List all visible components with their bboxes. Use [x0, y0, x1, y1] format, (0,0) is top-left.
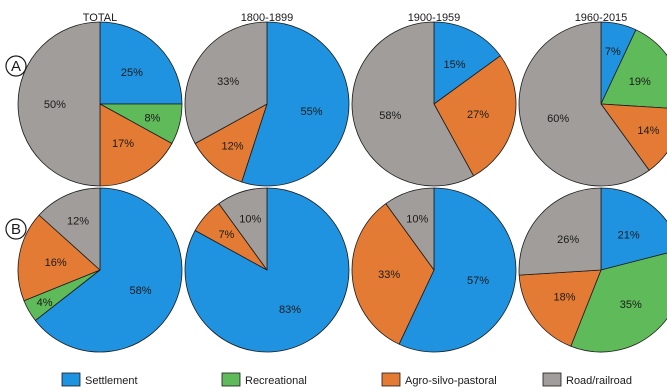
- slice-label-road-railroad: 60%: [547, 113, 569, 125]
- slice-settlement: [433, 21, 501, 105]
- row-label-a: A: [5, 55, 27, 77]
- pie-a-total: 25% 8% 17% 50%: [17, 21, 183, 187]
- slice-label-agro-silvo-pastoral: 16%: [45, 257, 67, 269]
- pie-b-1800-1899: 83% 7% 10%: [184, 187, 350, 353]
- slice-settlement: [99, 21, 183, 105]
- legend-label-settlement: Settlement: [85, 375, 138, 387]
- slice-label-settlement: 58%: [129, 285, 151, 297]
- slice-label-settlement: 55%: [300, 106, 322, 118]
- slice-label-road-railroad: 10%: [239, 214, 261, 226]
- slice-label-agro-silvo-pastoral: 7%: [218, 229, 234, 241]
- slice-label-settlement: 15%: [443, 59, 465, 71]
- slice-road-railroad: [218, 187, 268, 271]
- row-label-a-text: A: [11, 58, 21, 75]
- slice-agro-silvo-pastoral: [99, 103, 173, 187]
- row-label-b: B: [5, 218, 27, 240]
- slice-label-road-railroad: 10%: [406, 214, 428, 226]
- pies: 25% 8% 17% 50% 55% 12% 33% 15% 27% 58% 7% 19% 14% 60%…: [17, 21, 667, 353]
- column-title-1960-2015: 1960-2015: [575, 12, 628, 24]
- slice-recreational: [600, 29, 667, 109]
- slice-road-railroad: [184, 21, 268, 144]
- slice-label-agro-silvo-pastoral: 12%: [221, 141, 243, 153]
- slice-label-settlement: 25%: [121, 67, 143, 79]
- legend-label-road-railroad: Road/railroad: [566, 375, 632, 387]
- legend-swatch-settlement: [61, 372, 81, 387]
- slice-recreational: [570, 252, 667, 353]
- slice-label-recreational: 35%: [620, 299, 642, 311]
- slice-label-agro-silvo-pastoral: 27%: [467, 109, 489, 121]
- slice-agro-silvo-pastoral: [433, 55, 517, 177]
- slice-label-agro-silvo-pastoral: 17%: [112, 138, 134, 150]
- column-title-total: TOTAL: [83, 12, 117, 24]
- column-title-1800-1899: 1800-1899: [241, 12, 294, 24]
- slice-label-recreational: 19%: [629, 76, 651, 88]
- legend-label-agro-silvo-pastoral: Agro-silvo-pastoral: [405, 375, 497, 387]
- slice-settlement: [34, 187, 183, 353]
- pie-a-1960-2015: 7% 19% 14% 60%: [518, 21, 667, 187]
- slice-label-settlement: 83%: [279, 304, 301, 316]
- legend-swatch-agro-silvo-pastoral: [381, 372, 401, 387]
- legend-swatch-road-railroad: [542, 372, 562, 387]
- slice-settlement: [241, 21, 350, 187]
- slice-label-road-railroad: 26%: [557, 234, 579, 246]
- row-label-b-text: B: [11, 221, 21, 238]
- pie-b-1900-1959: 57% 33% 10%: [351, 187, 517, 353]
- slice-label-road-railroad: 33%: [217, 76, 239, 88]
- slice-label-road-railroad: 12%: [67, 216, 89, 228]
- slice-road-railroad: [518, 21, 650, 187]
- legend-swatch-recreational: [221, 372, 241, 387]
- slice-label-agro-silvo-pastoral: 14%: [637, 125, 659, 137]
- slice-settlement: [398, 187, 517, 353]
- slice-agro-silvo-pastoral: [17, 214, 101, 302]
- column-title-1900-1959: 1900-1959: [408, 12, 461, 24]
- slice-label-recreational: 4%: [37, 297, 53, 309]
- slice-road-railroad: [518, 187, 602, 276]
- slice-road-railroad: [385, 187, 435, 271]
- slice-label-recreational: 8%: [144, 113, 160, 125]
- slice-road-railroad: [38, 187, 101, 271]
- slice-agro-silvo-pastoral: [351, 203, 435, 345]
- pie-a-1900-1959: 15% 27% 58%: [351, 21, 517, 187]
- slice-label-settlement: 7%: [605, 46, 621, 58]
- pie-b-1960-2015: 21% 35% 18% 26%: [518, 187, 667, 353]
- slice-label-settlement: 57%: [467, 275, 489, 287]
- slice-label-settlement: 21%: [618, 229, 640, 241]
- slice-agro-silvo-pastoral: [600, 103, 667, 171]
- legend: Settlement Recreational Agro-silvo-pasto…: [61, 372, 632, 387]
- pie-a-1800-1899: 55% 12% 33%: [184, 21, 350, 187]
- slice-label-road-railroad: 50%: [44, 99, 66, 111]
- slice-agro-silvo-pastoral: [518, 269, 602, 347]
- slice-label-agro-silvo-pastoral: 33%: [378, 269, 400, 281]
- legend-label-recreational: Recreational: [245, 375, 307, 387]
- slice-label-agro-silvo-pastoral: 18%: [553, 292, 575, 304]
- pie-b-total: 58% 4% 16% 12%: [17, 187, 183, 353]
- slice-settlement: [600, 187, 667, 271]
- slice-label-road-railroad: 58%: [379, 110, 401, 122]
- slice-agro-silvo-pastoral: [194, 103, 268, 183]
- slice-road-railroad: [351, 21, 474, 187]
- slice-road-railroad: [17, 21, 101, 187]
